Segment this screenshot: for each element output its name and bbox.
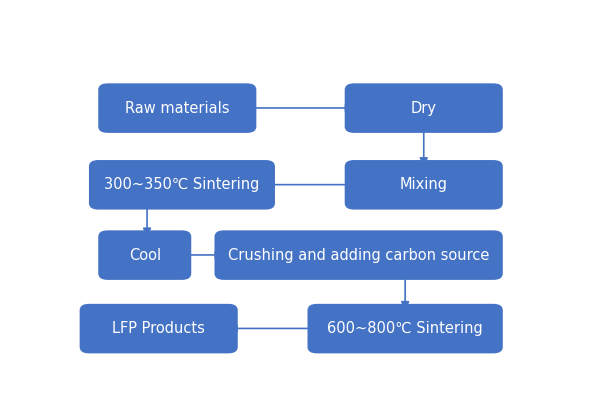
FancyBboxPatch shape	[98, 83, 256, 133]
FancyBboxPatch shape	[308, 304, 503, 354]
FancyBboxPatch shape	[344, 83, 503, 133]
Text: Cool: Cool	[128, 248, 161, 263]
Text: Crushing and adding carbon source: Crushing and adding carbon source	[228, 248, 490, 263]
Text: Dry: Dry	[411, 100, 437, 116]
Text: LFP Products: LFP Products	[112, 321, 205, 336]
FancyBboxPatch shape	[344, 160, 503, 210]
Text: 300~350℃ Sintering: 300~350℃ Sintering	[104, 177, 260, 192]
FancyBboxPatch shape	[80, 304, 238, 354]
Text: 600~800℃ Sintering: 600~800℃ Sintering	[327, 321, 483, 336]
Text: Raw materials: Raw materials	[125, 100, 230, 116]
FancyBboxPatch shape	[215, 230, 503, 280]
Text: Mixing: Mixing	[400, 177, 448, 192]
FancyBboxPatch shape	[98, 230, 191, 280]
FancyBboxPatch shape	[89, 160, 275, 210]
